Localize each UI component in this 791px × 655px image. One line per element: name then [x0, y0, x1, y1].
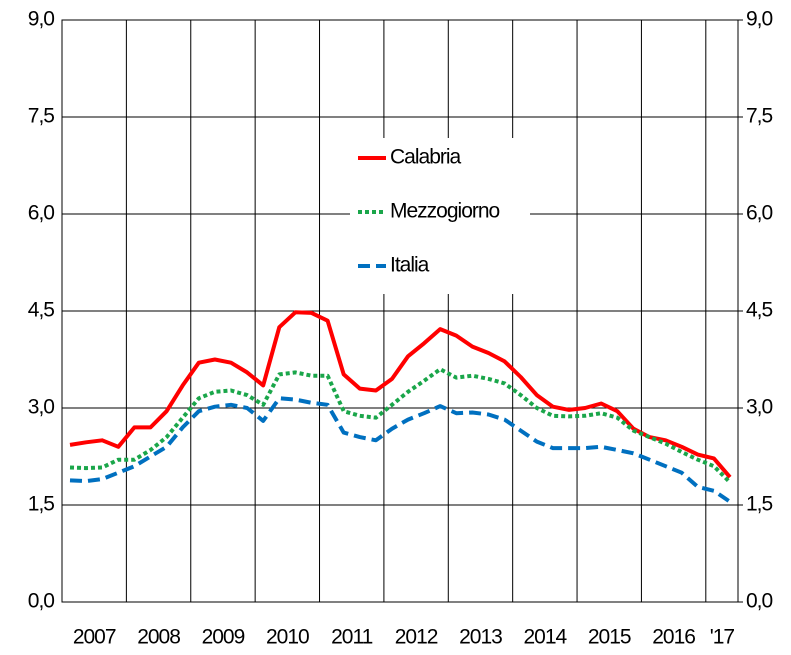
- series-line: [69, 310, 732, 479]
- y-tick-label: 3,0: [28, 396, 55, 419]
- x-tick-label: 2014: [523, 626, 567, 649]
- y-tick-label: 0,0: [28, 590, 55, 613]
- y2-tick-label: 3,0: [746, 396, 773, 419]
- x-tick-label: 2016: [652, 626, 695, 649]
- y2-tick-label: 0,0: [746, 590, 773, 613]
- x-tick-label: 2009: [202, 626, 245, 649]
- y2-tick-label: 7,5: [746, 105, 773, 128]
- y-tick-label: 1,5: [28, 493, 55, 516]
- series-line: [69, 367, 732, 484]
- y2-tick-label: 6,0: [746, 202, 773, 225]
- legend-label: Italia: [390, 254, 430, 277]
- x-tick-label: '17: [710, 626, 735, 649]
- legend-label: Calabria: [390, 146, 462, 169]
- x-tick-label: 2010: [266, 626, 309, 649]
- y2-tick-label: 4,5: [746, 299, 773, 322]
- y2-tick-label: 9,0: [746, 8, 773, 31]
- series-line: [69, 396, 732, 504]
- y-tick-label: 7,5: [28, 105, 55, 128]
- y-tick-label: 9,0: [28, 8, 55, 31]
- y2-tick-label: 1,5: [746, 493, 773, 516]
- y-tick-label: 6,0: [28, 202, 55, 225]
- plot-frame: [61, 19, 739, 603]
- x-tick-label: 2011: [331, 626, 372, 649]
- x-tick-label: 2008: [137, 626, 180, 649]
- x-tick-label: 2015: [588, 626, 631, 649]
- x-tick-label: 2013: [459, 626, 502, 649]
- y-tick-label: 4,5: [28, 299, 55, 322]
- legend-label: Mezzogiorno: [390, 200, 500, 223]
- x-tick-label: 2007: [73, 626, 116, 649]
- x-tick-label: 2012: [395, 626, 438, 649]
